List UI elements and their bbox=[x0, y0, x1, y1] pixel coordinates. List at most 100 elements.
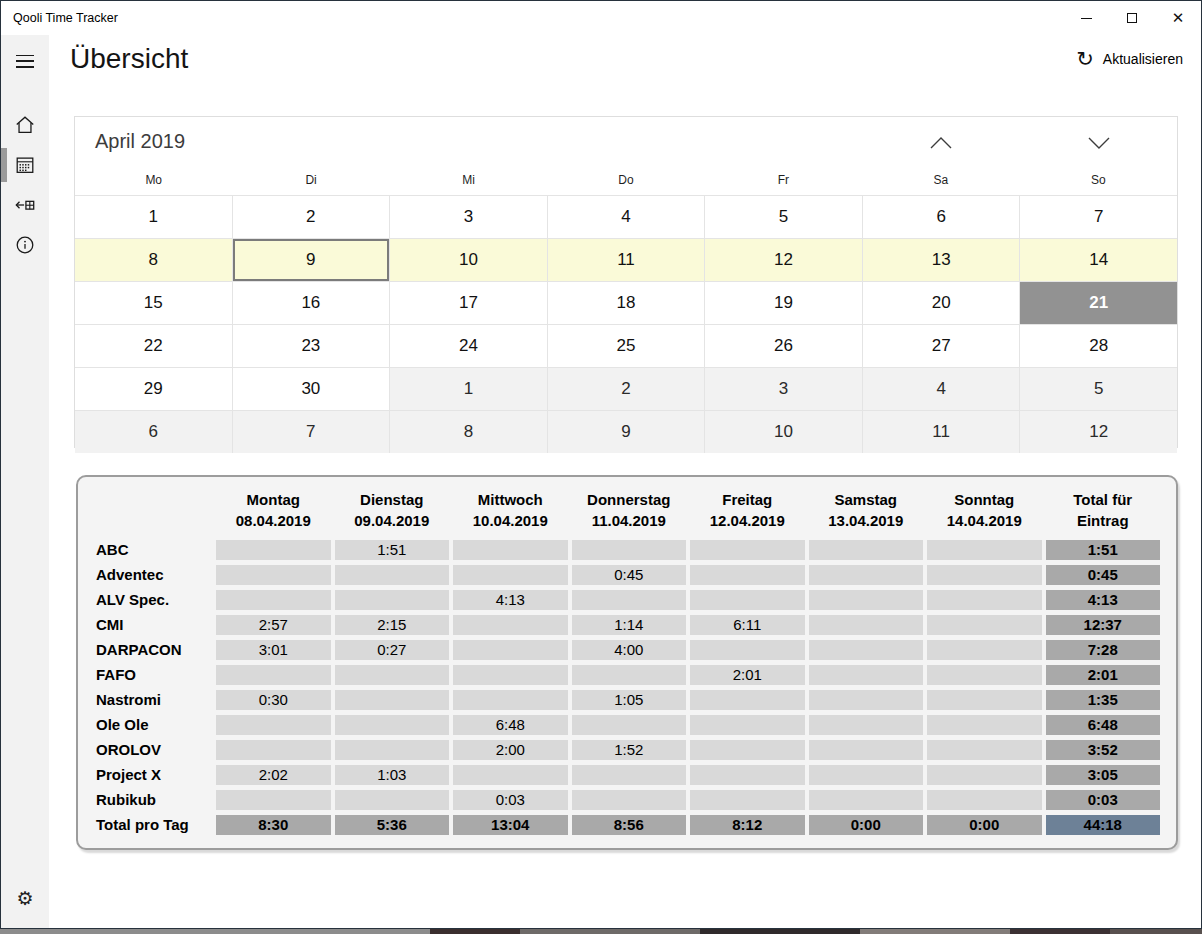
timesheet-value-cell bbox=[809, 740, 924, 760]
timesheet-row-total-cell: 7:28 bbox=[1046, 640, 1161, 660]
settings-button[interactable]: ⚙ bbox=[1, 878, 49, 918]
calendar-day-9[interactable]: 9 bbox=[548, 411, 705, 453]
timesheet-value-cell bbox=[927, 540, 1042, 560]
arrow-into-grid-icon bbox=[14, 194, 36, 216]
sidebar-item-home[interactable] bbox=[1, 105, 49, 145]
calendar-day-17[interactable]: 17 bbox=[390, 282, 547, 324]
calendar-day-19[interactable]: 19 bbox=[705, 282, 862, 324]
timesheet-row-total-cell: 1:35 bbox=[1046, 690, 1161, 710]
calendar-day-2[interactable]: 2 bbox=[548, 368, 705, 410]
timesheet-value-cell: 4:13 bbox=[453, 590, 568, 610]
timesheet-row-label: ABC bbox=[86, 540, 212, 560]
calendar-day-1[interactable]: 1 bbox=[390, 368, 547, 410]
window-title: Qooli Time Tracker bbox=[1, 11, 1063, 25]
menu-button[interactable] bbox=[1, 41, 49, 81]
calendar-day-1[interactable]: 1 bbox=[75, 196, 232, 238]
minimize-icon bbox=[1081, 18, 1092, 19]
weekday-label-di: Di bbox=[232, 169, 389, 195]
timesheet-value-cell bbox=[216, 740, 331, 760]
calendar-day-12[interactable]: 12 bbox=[705, 239, 862, 281]
menu-icon bbox=[16, 55, 34, 68]
calendar-day-28[interactable]: 28 bbox=[1020, 325, 1177, 367]
calendar-day-2[interactable]: 2 bbox=[233, 196, 390, 238]
calendar-day-11[interactable]: 11 bbox=[863, 411, 1020, 453]
calendar-day-7[interactable]: 7 bbox=[233, 411, 390, 453]
calendar-day-14[interactable]: 14 bbox=[1020, 239, 1177, 281]
maximize-button[interactable] bbox=[1109, 1, 1155, 35]
timesheet-value-cell: 0:30 bbox=[216, 690, 331, 710]
timesheet-row-label: ALV Spec. bbox=[86, 590, 212, 610]
calendar-day-25[interactable]: 25 bbox=[548, 325, 705, 367]
calendar-day-11[interactable]: 11 bbox=[548, 239, 705, 281]
calendar-day-10[interactable]: 10 bbox=[705, 411, 862, 453]
calendar-day-8[interactable]: 8 bbox=[390, 411, 547, 453]
timesheet-day-total-cell: 0:00 bbox=[927, 815, 1042, 835]
refresh-button[interactable]: ↻ Aktualisieren bbox=[1076, 49, 1183, 69]
sidebar-item-calendar[interactable] bbox=[1, 145, 49, 185]
calendar-day-21[interactable]: 21 bbox=[1020, 282, 1177, 324]
weekday-label-fr: Fr bbox=[705, 169, 862, 195]
timesheet-column-header: Dienstag09.04.2019 bbox=[335, 489, 450, 535]
calendar-day-22[interactable]: 22 bbox=[75, 325, 232, 367]
timesheet-value-cell bbox=[453, 690, 568, 710]
calendar-day-13[interactable]: 13 bbox=[863, 239, 1020, 281]
calendar-day-24[interactable]: 24 bbox=[390, 325, 547, 367]
timesheet-value-cell: 0:45 bbox=[572, 565, 687, 585]
calendar-day-27[interactable]: 27 bbox=[863, 325, 1020, 367]
timesheet-row-label: Adventec bbox=[86, 565, 212, 585]
timesheet-value-cell bbox=[809, 615, 924, 635]
timesheet-row-total-cell: 3:05 bbox=[1046, 765, 1161, 785]
timesheet-value-cell: 1:51 bbox=[335, 540, 450, 560]
calendar-month-label[interactable]: April 2019 bbox=[95, 130, 185, 153]
calendar-day-20[interactable]: 20 bbox=[863, 282, 1020, 324]
calendar-day-4[interactable]: 4 bbox=[863, 368, 1020, 410]
timesheet-column-header: Freitag12.04.2019 bbox=[690, 489, 805, 535]
timesheet-value-cell bbox=[809, 565, 924, 585]
timesheet-column-header: Samstag13.04.2019 bbox=[809, 489, 924, 535]
timesheet-value-cell bbox=[690, 540, 805, 560]
calendar-day-16[interactable]: 16 bbox=[233, 282, 390, 324]
timesheet-value-cell bbox=[809, 665, 924, 685]
timesheet-value-cell bbox=[690, 765, 805, 785]
timesheet-row-total-cell: 2:01 bbox=[1046, 665, 1161, 685]
calendar-day-15[interactable]: 15 bbox=[75, 282, 232, 324]
calendar-day-26[interactable]: 26 bbox=[705, 325, 862, 367]
chevron-down-icon bbox=[1087, 136, 1111, 150]
calendar-day-29[interactable]: 29 bbox=[75, 368, 232, 410]
timesheet-value-cell: 3:01 bbox=[216, 640, 331, 660]
calendar-day-3[interactable]: 3 bbox=[390, 196, 547, 238]
calendar-day-5[interactable]: 5 bbox=[1020, 368, 1177, 410]
calendar-day-7[interactable]: 7 bbox=[1020, 196, 1177, 238]
calendar-day-4[interactable]: 4 bbox=[548, 196, 705, 238]
timesheet-value-cell: 6:11 bbox=[690, 615, 805, 635]
timesheet-value-cell: 2:02 bbox=[216, 765, 331, 785]
calendar-day-23[interactable]: 23 bbox=[233, 325, 390, 367]
timesheet-value-cell bbox=[809, 790, 924, 810]
calendar-weekday-row: MoDiMiDoFrSaSo bbox=[75, 169, 1177, 195]
timesheet-value-cell bbox=[335, 790, 450, 810]
close-button[interactable]: ✕ bbox=[1155, 1, 1201, 35]
settings-gear-icon: ⚙ bbox=[16, 887, 33, 910]
maximize-icon bbox=[1127, 13, 1137, 23]
refresh-label: Aktualisieren bbox=[1103, 51, 1183, 67]
calendar-day-10[interactable]: 10 bbox=[390, 239, 547, 281]
sidebar-item-info[interactable] bbox=[1, 225, 49, 265]
calendar-day-8[interactable]: 8 bbox=[75, 239, 232, 281]
timesheet-value-cell bbox=[690, 790, 805, 810]
sidebar-item-export[interactable] bbox=[1, 185, 49, 225]
calendar-day-5[interactable]: 5 bbox=[705, 196, 862, 238]
timesheet-day-total-cell: 8:30 bbox=[216, 815, 331, 835]
timesheet-row-total-cell: 4:13 bbox=[1046, 590, 1161, 610]
calendar-day-30[interactable]: 30 bbox=[233, 368, 390, 410]
calendar-prev-button[interactable] bbox=[918, 127, 964, 159]
calendar-day-3[interactable]: 3 bbox=[705, 368, 862, 410]
calendar-day-6[interactable]: 6 bbox=[863, 196, 1020, 238]
calendar-day-6[interactable]: 6 bbox=[75, 411, 232, 453]
calendar-next-button[interactable] bbox=[1076, 127, 1122, 159]
calendar-day-12[interactable]: 12 bbox=[1020, 411, 1177, 453]
timesheet-value-cell bbox=[453, 565, 568, 585]
timesheet-column-header: Donnerstag11.04.2019 bbox=[572, 489, 687, 535]
calendar-day-9[interactable]: 9 bbox=[233, 239, 390, 281]
calendar-day-18[interactable]: 18 bbox=[548, 282, 705, 324]
minimize-button[interactable] bbox=[1063, 1, 1109, 35]
